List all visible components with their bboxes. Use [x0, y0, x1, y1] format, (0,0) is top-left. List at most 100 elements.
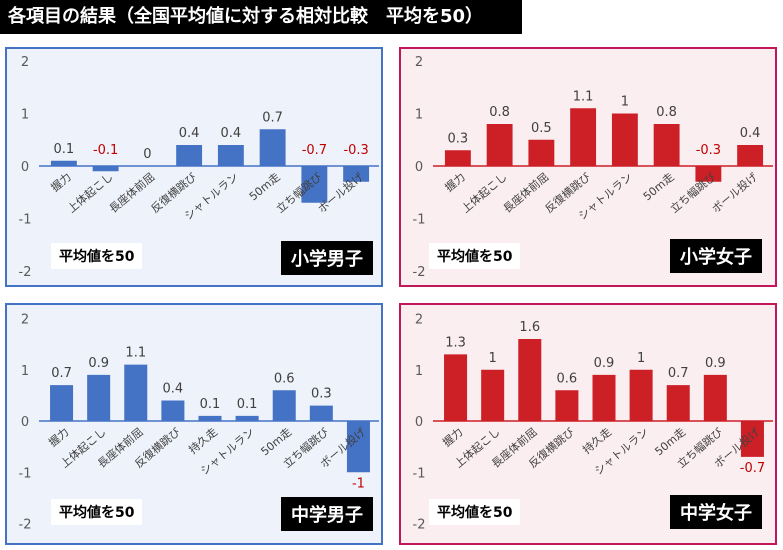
bar-chart-junior-high-boys: 210-1-20.70.91.10.40.1 0.10.60.3-1握力上体起こし…	[19, 313, 379, 533]
bar	[309, 405, 333, 421]
data-label: 0.9	[88, 356, 109, 371]
category-label: 長座体前屈	[500, 170, 551, 216]
bar	[50, 385, 74, 421]
data-label: 0.1	[237, 397, 258, 412]
average-note: 平均値を50	[429, 243, 521, 269]
y-tick-label: 1	[415, 364, 423, 379]
bar	[124, 364, 148, 421]
data-label: 0.9	[705, 356, 726, 371]
data-label: 0.3	[311, 387, 332, 402]
data-label: 1.1	[573, 89, 594, 104]
data-label: 0	[143, 147, 151, 162]
bar	[611, 113, 638, 166]
bar	[570, 108, 597, 166]
average-note: 平均値を50	[429, 499, 521, 525]
bar-chart-junior-high-girls: 210-1-21.311.60.60.9 10.70.9-0.7握力上体起こし長座…	[413, 313, 773, 533]
y-tick-label: 0	[21, 415, 29, 430]
bar	[272, 390, 296, 421]
data-label: -0.3	[343, 143, 368, 158]
data-label: -0.1	[93, 143, 118, 158]
bar	[50, 160, 77, 166]
data-label: 1	[621, 95, 629, 110]
group-label: 小学男子	[281, 241, 373, 275]
chart-panel-elementary-girls: 2 1 0 -1 -2 0.3 0.8 0.5 1.1 1 0.8 -0.3 0.4 握力 上体起こし 長座体…	[399, 47, 777, 287]
bar	[737, 145, 764, 166]
data-label: 1.3	[445, 335, 466, 350]
y-tick-label: 2	[21, 55, 29, 70]
page-title: 各項目の結果（全国平均値に対する相対比較 平均を50）	[0, 0, 522, 34]
data-label: 0.8	[656, 105, 677, 120]
y-tick-label: 2	[415, 313, 423, 328]
data-label: 0.1	[200, 397, 221, 412]
bar	[528, 139, 555, 166]
bar-chart-elementary-girls: 2 1 0 -1 -2 0.3 0.8 0.5 1.1 1 0.8 -0.3 0.4 握力上体起こし長座体…	[413, 55, 773, 280]
bar	[259, 129, 286, 166]
y-tick-label: 1	[21, 364, 29, 379]
data-label: 0.7	[262, 110, 283, 125]
group-label: 中学男子	[281, 497, 373, 531]
category-label: 上体起こし	[458, 170, 509, 216]
bar	[486, 124, 513, 166]
y-tick-label: -2	[19, 265, 32, 280]
category-label: 握力	[442, 170, 468, 195]
data-label: 1.1	[125, 346, 146, 361]
group-label: 小学女子	[670, 239, 762, 273]
data-label: 0.4	[179, 126, 200, 141]
bar	[161, 400, 185, 421]
category-label: 握力	[46, 425, 72, 450]
category-label: 持久走	[580, 425, 614, 457]
data-label: 0.4	[740, 126, 761, 141]
bar	[92, 166, 119, 172]
y-tick-label: 1	[415, 108, 423, 123]
bar	[666, 385, 690, 421]
data-label: 0.5	[531, 121, 552, 136]
average-note: 平均値を50	[51, 499, 143, 525]
y-tick-label: -1	[413, 466, 426, 481]
bar	[481, 369, 505, 421]
bar-chart-elementary-boys: 2 1 0 -1 -2 0.1 -0.1 0 0.4 0.4 0.7 -0.7 -0.3 握力上体起こし長…	[19, 55, 379, 280]
data-label: -0.7	[740, 461, 765, 476]
bar	[695, 166, 722, 182]
bar	[629, 369, 653, 421]
bar	[444, 354, 468, 421]
y-tick-label: -2	[19, 518, 32, 533]
bar	[518, 339, 542, 421]
data-label: 0.4	[221, 126, 242, 141]
data-label: 1.6	[519, 320, 540, 335]
data-label: 0.3	[448, 131, 469, 146]
y-tick-label: -1	[19, 466, 32, 481]
data-label: -0.3	[696, 143, 721, 158]
data-label: 0.6	[274, 371, 295, 386]
group-label: 中学女子	[670, 495, 762, 529]
chart-panel-elementary-boys: 2 1 0 -1 -2 0.1 -0.1 0 0.4 0.4 0.7 -0.7 -0.3 握力 上体起こし長…	[5, 47, 383, 287]
bar	[703, 374, 727, 421]
data-label: 0.9	[594, 356, 615, 371]
chart-panel-junior-high-boys: 2 1 0 -1 -2 0.7 0.9 1.1 0.4 0.1 0.1 0.6 0.3 -1 握力 上体起こし…	[5, 303, 383, 545]
category-label: 上体起こし	[64, 170, 115, 216]
bar	[235, 415, 259, 421]
category-label: 50m走	[247, 170, 283, 203]
data-label: 0.7	[51, 366, 72, 381]
y-tick-label: 1	[21, 108, 29, 123]
bar	[740, 421, 764, 457]
bar	[444, 150, 471, 166]
y-tick-label: -2	[413, 265, 426, 280]
average-note: 平均値を50	[51, 243, 143, 269]
bar	[87, 374, 111, 421]
category-label: 立ち幅跳び	[667, 170, 718, 216]
bar	[176, 145, 203, 166]
data-label: 1	[637, 351, 645, 366]
bar	[301, 166, 328, 203]
bar	[198, 415, 222, 421]
bar	[346, 421, 370, 473]
data-label: 0.1	[54, 142, 75, 157]
data-label: 0.6	[557, 371, 578, 386]
y-tick-label: 2	[415, 55, 423, 70]
bar	[217, 145, 244, 166]
y-tick-label: 0	[415, 160, 423, 175]
data-label: -0.7	[302, 143, 327, 158]
category-label: 握力	[48, 170, 74, 195]
category-label: 握力	[440, 425, 466, 450]
bar	[653, 124, 680, 166]
data-label: 0.8	[489, 105, 510, 120]
